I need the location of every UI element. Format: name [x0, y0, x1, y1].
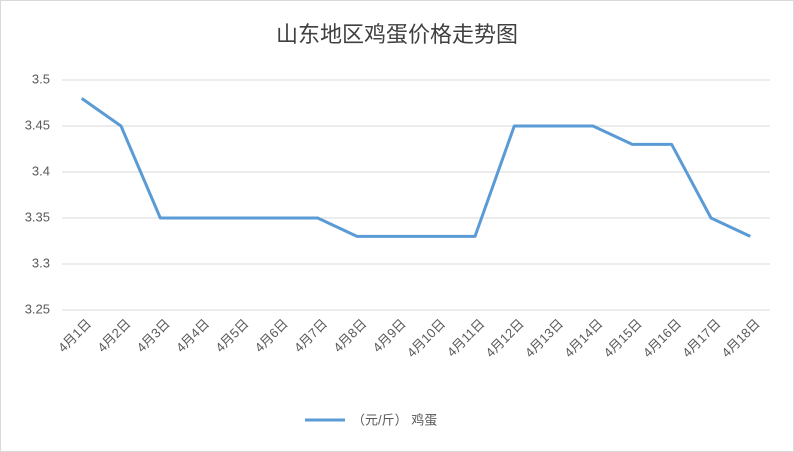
legend-label: （元/斤） 鸡蛋 [352, 412, 437, 427]
y-tick-label: 3.3 [32, 255, 50, 270]
y-tick-label: 3.25 [25, 301, 50, 316]
chart-title: 山东地区鸡蛋价格走势图 [276, 23, 518, 48]
y-tick-label: 3.5 [32, 71, 50, 86]
y-tick-label: 3.35 [25, 209, 50, 224]
y-tick-label: 3.4 [32, 163, 50, 178]
line-series [80, 97, 751, 238]
y-tick-label: 3.45 [25, 117, 50, 132]
